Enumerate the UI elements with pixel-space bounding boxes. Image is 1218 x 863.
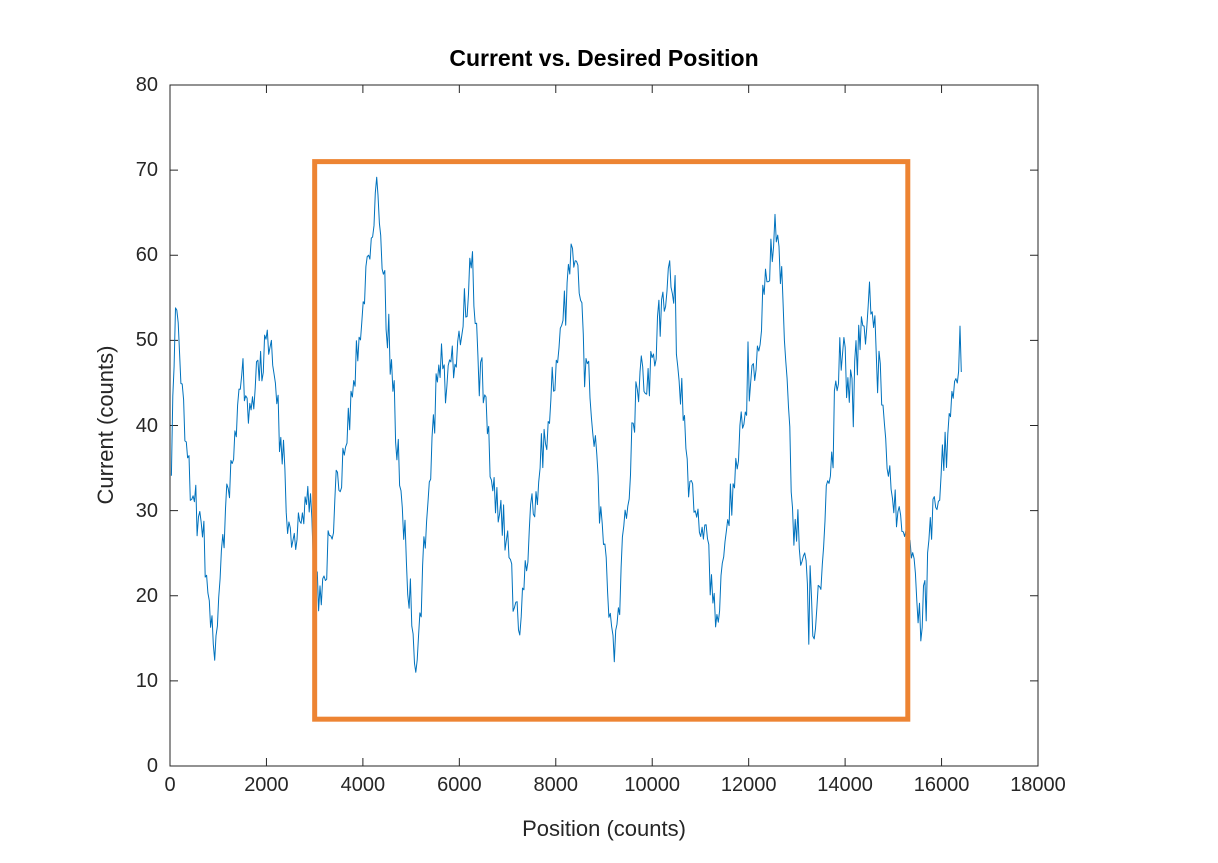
y-tick-label: 50 [135, 329, 158, 352]
chart-title: Current vs. Desired Position [449, 45, 759, 71]
y-tick-label: 10 [135, 669, 158, 692]
x-tick-label: 18000 [1010, 774, 1066, 796]
x-tick-label: 10000 [624, 774, 681, 796]
x-tick-label: 12000 [720, 774, 777, 796]
y-tick-label: 70 [135, 159, 158, 182]
y-tick-label: 80 [135, 74, 158, 96]
x-tick-label: 14000 [817, 774, 873, 796]
x-tick-label: 2000 [244, 774, 289, 796]
x-tick-label: 4000 [340, 774, 386, 796]
x-tick-label: 16000 [913, 774, 970, 796]
y-tick-label: 60 [135, 244, 158, 267]
x-tick-label: 8000 [533, 774, 579, 796]
x-tick-label: 0 [164, 774, 176, 796]
y-tick-label: 20 [135, 584, 158, 607]
x-axis-label: Position (counts) [522, 816, 686, 841]
y-tick-label: 30 [135, 499, 158, 522]
x-tick-label: 6000 [437, 774, 482, 796]
y-tick-label: 40 [135, 414, 158, 437]
highlight-rectangle [312, 159, 911, 722]
y-tick-label: 0 [146, 755, 158, 777]
current-signal [170, 176, 962, 673]
